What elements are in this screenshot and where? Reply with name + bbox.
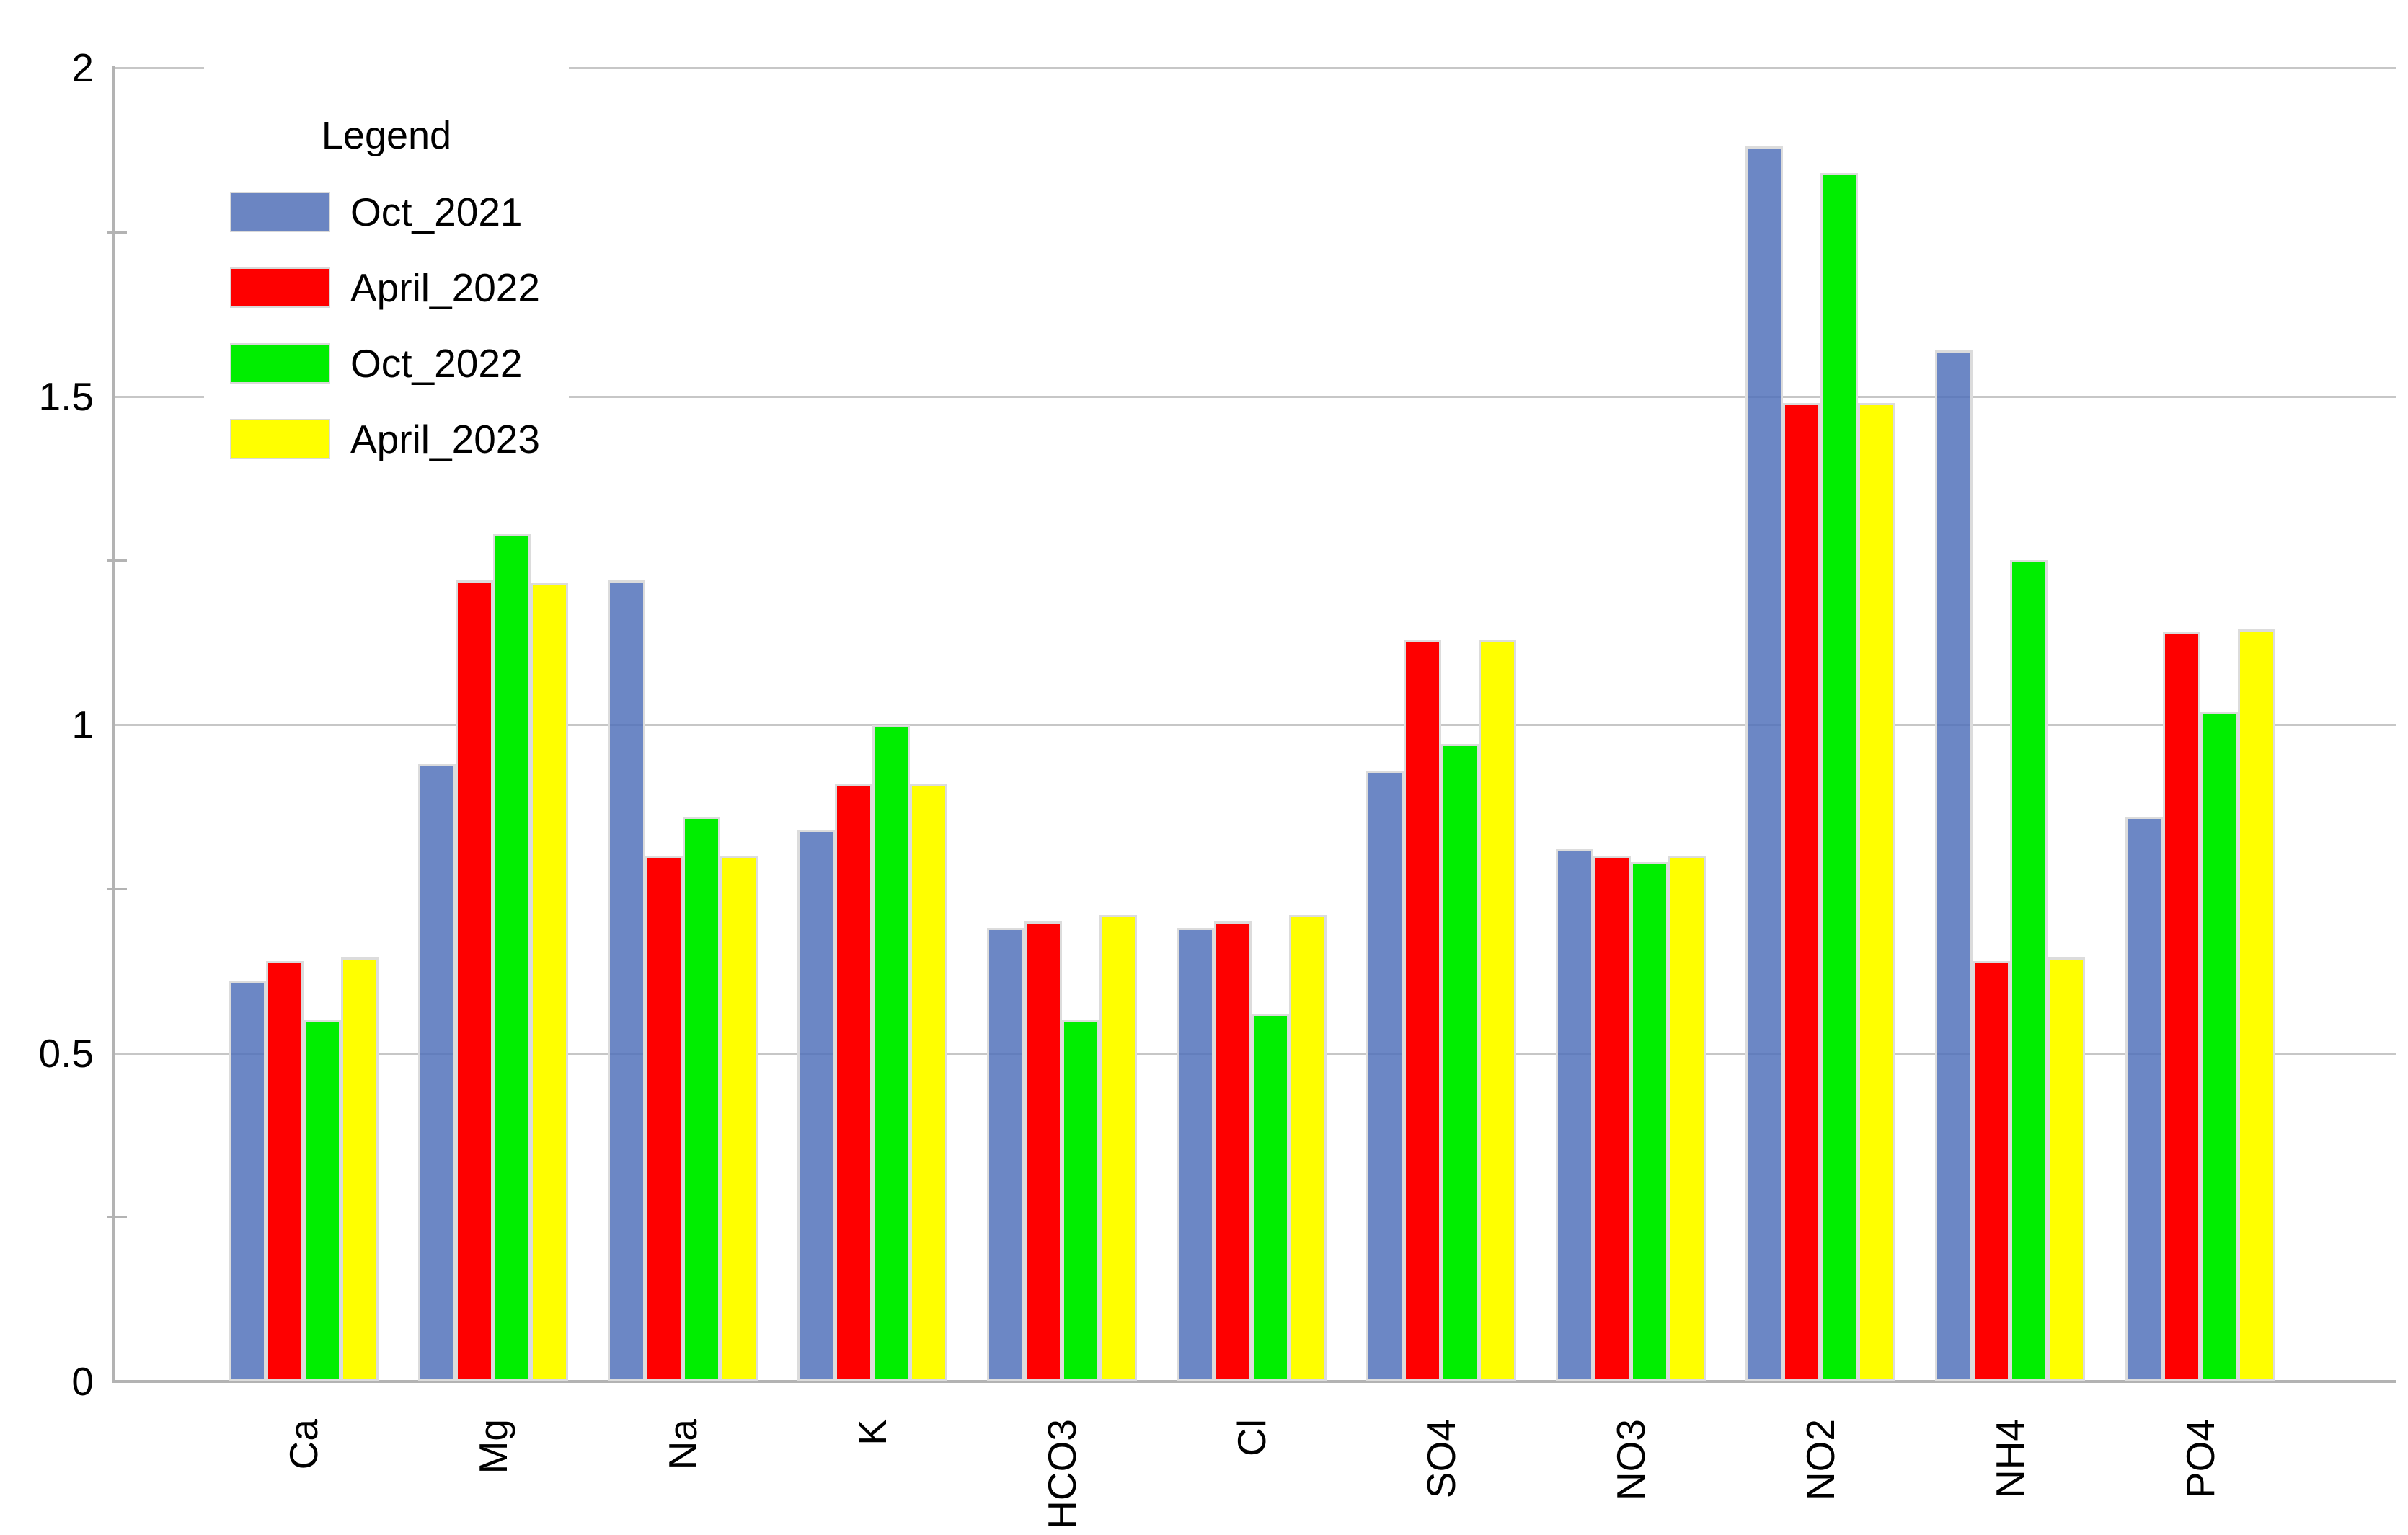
y-tick-label: 1.5 (38, 373, 94, 419)
x-category-label: K (849, 1419, 895, 1446)
bar-oct-2022-nh4 (2010, 560, 2048, 1381)
bar-group-hco3 (986, 68, 1137, 1381)
legend-label-april-2023: April_2023 (350, 417, 540, 461)
bar-april-2022-mg (455, 580, 493, 1381)
bar-april-2022-po4 (2162, 632, 2200, 1381)
bar-group-na (607, 68, 758, 1381)
bar-group-mg (417, 68, 568, 1381)
bar-oct-2022-k (872, 725, 910, 1381)
bar-oct-2022-na (682, 817, 720, 1381)
y-tick-label: 0.5 (38, 1030, 94, 1076)
bar-oct-2021-no2 (1745, 146, 1784, 1381)
legend-label-oct-2021: Oct_2021 (350, 190, 523, 234)
bar-oct-2021-po4 (2125, 817, 2163, 1381)
bar-april-2022-nh4 (1973, 961, 2011, 1381)
bar-april-2023-nh4 (2048, 957, 2086, 1381)
bar-group-k (797, 68, 947, 1381)
bar-oct-2021-cl (1177, 928, 1215, 1381)
legend: Legend Oct_2021 April_2022 Oct_2022 Apri… (204, 62, 569, 480)
bar-oct-2022-no2 (1820, 173, 1859, 1381)
legend-item-oct-2021: Oct_2021 (230, 191, 569, 233)
x-category-label: Cl (1229, 1419, 1275, 1456)
bar-april-2022-cl (1214, 921, 1252, 1381)
bar-april-2023-hco3 (1099, 915, 1137, 1381)
legend-item-oct-2022: Oct_2022 (230, 342, 569, 384)
bar-group-cl (1177, 68, 1327, 1381)
x-category-label: Na (660, 1419, 705, 1470)
y-tick-label: 1 (71, 702, 94, 747)
y-minor-tick (107, 559, 127, 562)
legend-swatch-oct-2022 (230, 343, 330, 384)
bar-april-2023-k (909, 784, 947, 1381)
bar-oct-2022-no3 (1631, 862, 1669, 1381)
bar-oct-2022-cl (1252, 1014, 1290, 1381)
x-category-label: PO4 (2177, 1419, 2223, 1499)
bar-april-2022-so4 (1404, 640, 1442, 1381)
legend-label-april-2022: April_2022 (350, 265, 540, 310)
bar-april-2023-ca (340, 957, 379, 1381)
bar-oct-2021-nh4 (1935, 350, 1973, 1381)
x-category-label: SO4 (1419, 1419, 1464, 1499)
bar-oct-2022-so4 (1441, 744, 1479, 1381)
bar-april-2022-na (645, 856, 683, 1381)
bar-oct-2022-po4 (2200, 712, 2238, 1381)
bar-oct-2021-na (607, 580, 645, 1381)
x-category-label: NO2 (1798, 1419, 1843, 1501)
bar-oct-2021-so4 (1366, 771, 1404, 1381)
bar-april-2023-cl (1289, 915, 1327, 1381)
legend-label-oct-2022: Oct_2022 (350, 341, 523, 386)
x-axis-line (112, 1380, 2396, 1383)
legend-swatch-april-2022 (230, 267, 330, 308)
bar-april-2022-hco3 (1024, 921, 1062, 1381)
x-category-label: NO3 (1608, 1419, 1654, 1501)
bar-oct-2022-hco3 (1061, 1020, 1099, 1381)
bar-oct-2022-ca (303, 1020, 341, 1381)
x-category-label: HCO3 (1039, 1419, 1084, 1529)
legend-swatch-april-2023 (230, 419, 330, 459)
y-axis-line (112, 66, 115, 1383)
bar-april-2022-no3 (1593, 856, 1632, 1381)
legend-item-april-2023: April_2023 (230, 418, 569, 460)
y-tick-label: 2 (71, 45, 94, 90)
y-minor-tick (107, 1216, 127, 1219)
bar-oct-2021-hco3 (986, 928, 1024, 1381)
y-minor-tick (107, 231, 127, 234)
gridline (112, 67, 2396, 69)
y-minor-tick (107, 888, 127, 890)
legend-title: Legend (321, 114, 452, 157)
gridline (112, 724, 2396, 726)
bar-group-ca (228, 68, 379, 1381)
bar-oct-2021-mg (417, 764, 456, 1381)
bar-april-2022-ca (265, 961, 304, 1381)
bar-oct-2021-ca (228, 981, 266, 1381)
bar-group-nh4 (1935, 68, 2086, 1381)
bar-april-2023-so4 (1479, 640, 1517, 1381)
bar-oct-2021-no3 (1556, 849, 1594, 1381)
bar-oct-2022-mg (492, 534, 531, 1381)
bar-group-so4 (1366, 68, 1517, 1381)
legend-item-april-2022: April_2022 (230, 267, 569, 309)
bar-group-no3 (1556, 68, 1707, 1381)
bar-april-2023-mg (530, 583, 568, 1381)
bar-april-2023-na (720, 856, 758, 1381)
bar-april-2023-po4 (2237, 629, 2275, 1381)
bar-oct-2021-k (797, 830, 835, 1381)
x-category-label: Ca (280, 1419, 326, 1470)
x-category-label: NH4 (1988, 1419, 2033, 1499)
bar-april-2023-no3 (1668, 856, 1707, 1381)
bar-april-2023-no2 (1858, 403, 1896, 1381)
x-category-label: Mg (470, 1419, 515, 1474)
bar-group-po4 (2125, 68, 2275, 1381)
bar-april-2022-k (834, 784, 872, 1381)
y-tick-label: 0 (71, 1359, 94, 1404)
bar-group-no2 (1745, 68, 1896, 1381)
gridline (112, 395, 2396, 398)
legend-swatch-oct-2021 (230, 192, 330, 232)
bar-april-2022-no2 (1783, 403, 1821, 1381)
